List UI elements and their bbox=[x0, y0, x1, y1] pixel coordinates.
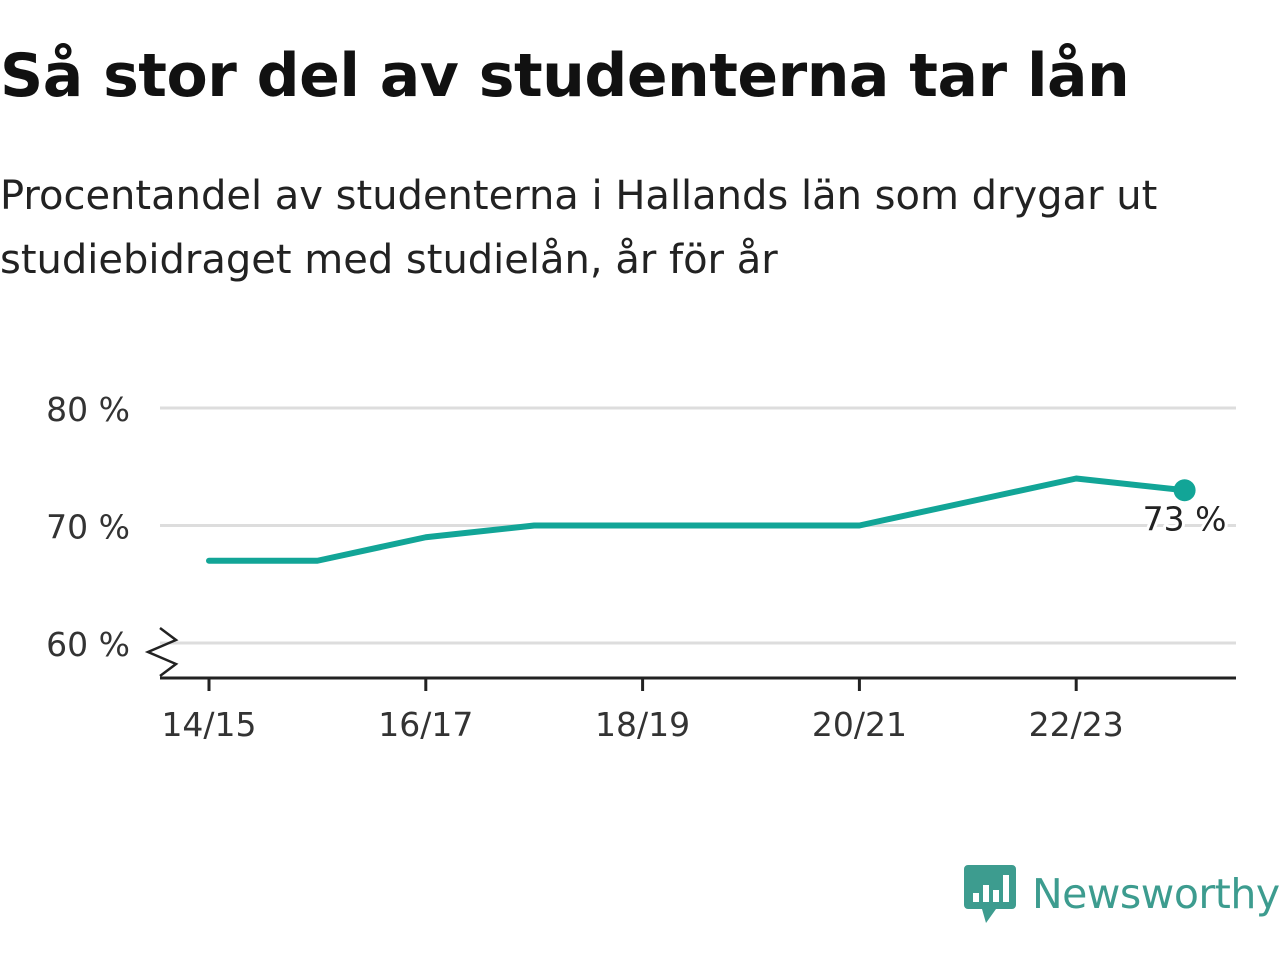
chart-subtitle: Procentandel av studenterna i Hallands l… bbox=[0, 173, 1158, 283]
newsworthy-chart-bubble-icon bbox=[964, 865, 1016, 923]
x-tick-label: 14/15 bbox=[161, 705, 256, 744]
axes bbox=[144, 627, 1236, 691]
end-value-label: 73 % bbox=[1143, 499, 1227, 538]
y-tick-label: 60 % bbox=[46, 625, 130, 664]
y-tick-label: 80 % bbox=[46, 390, 130, 429]
x-tick-label: 20/21 bbox=[812, 705, 907, 744]
labels: 60 % 70 % 80 % 14/15 16/17 18/19 20/21 22/23 73 … bbox=[46, 390, 1229, 744]
x-tick-label: 16/17 bbox=[378, 705, 473, 744]
axis-break-marker bbox=[144, 627, 179, 677]
x-tick-label: 18/19 bbox=[595, 705, 690, 744]
end-point-marker bbox=[1173, 479, 1196, 502]
y-tick-label: 70 % bbox=[46, 508, 130, 547]
series-line bbox=[206, 475, 1188, 564]
chart-title: Så stor del av studenterna tar lån bbox=[0, 41, 1130, 111]
logo-text: Newsworthy bbox=[1032, 870, 1280, 918]
x-tick-label: 22/23 bbox=[1029, 705, 1124, 744]
series bbox=[206, 475, 1196, 564]
newsworthy-logo: Newsworthy bbox=[964, 862, 1280, 926]
end-value-label-halo: 73 % bbox=[1143, 499, 1227, 538]
